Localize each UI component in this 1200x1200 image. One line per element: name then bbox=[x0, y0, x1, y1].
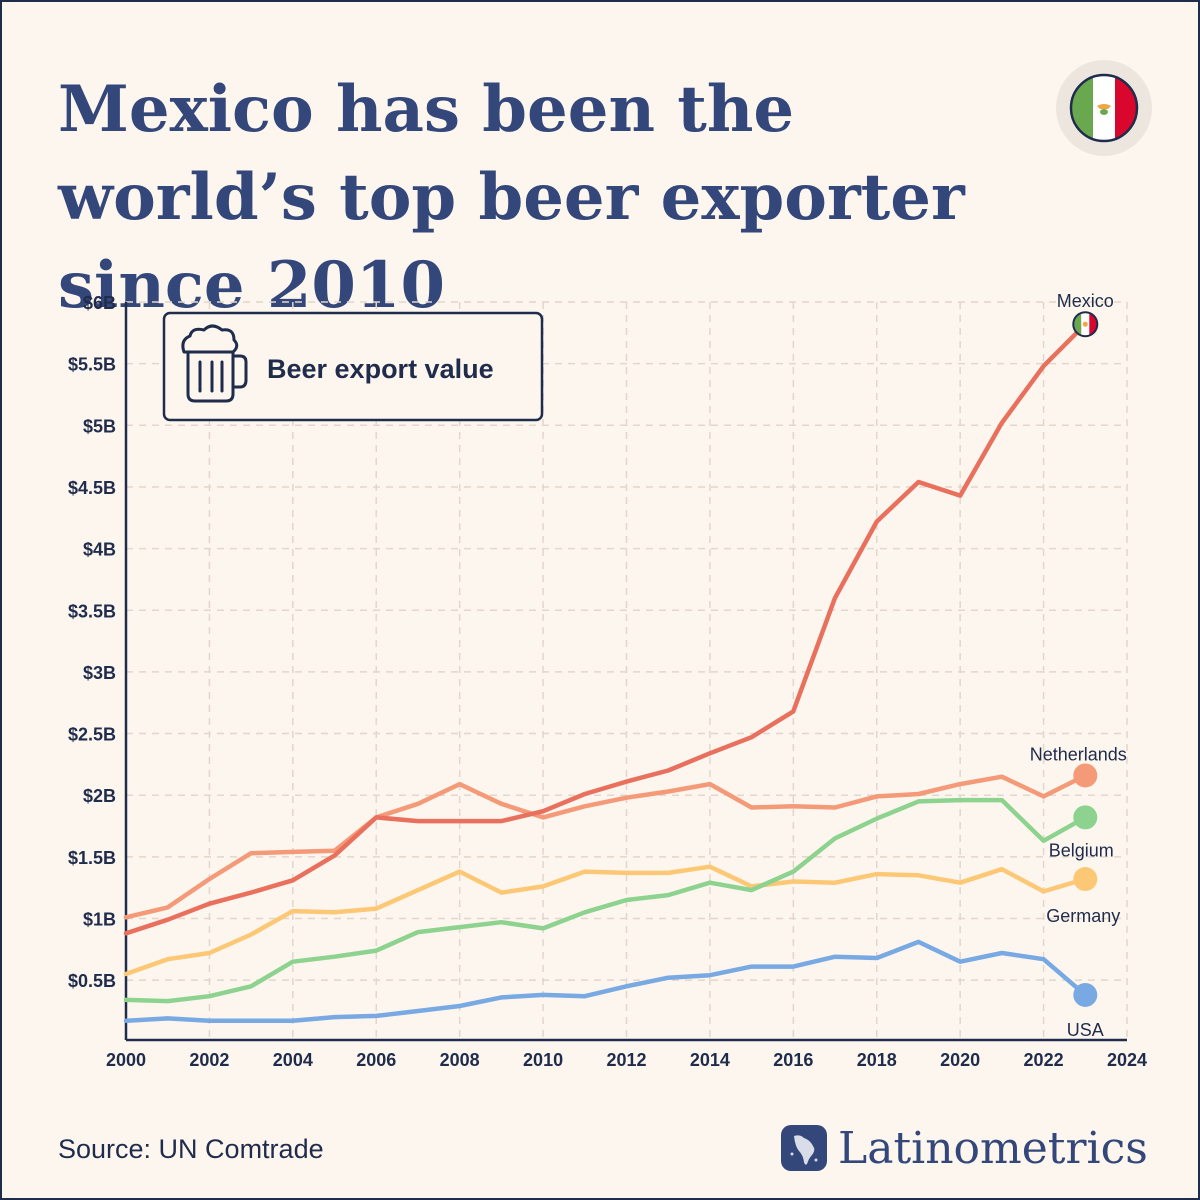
source-note: Source: UN Comtrade bbox=[58, 1134, 324, 1164]
y-tick-label: $3B bbox=[83, 663, 116, 683]
y-tick-label: $2B bbox=[83, 786, 116, 806]
y-tick-label: $5B bbox=[83, 416, 116, 436]
y-tick-label: $1B bbox=[83, 910, 116, 930]
y-tick-label: $2.5B bbox=[68, 725, 116, 745]
x-tick-label: 2006 bbox=[356, 1050, 396, 1070]
x-tick-labels: 2000 2002 2004 2006 2008 2010 2012 2014 2016 2018… bbox=[106, 1050, 1147, 1070]
y-tick-label: $1.5B bbox=[68, 848, 116, 868]
y-tick-label: $6B bbox=[83, 293, 116, 313]
series-lines bbox=[123, 321, 1088, 1024]
series-line-germany bbox=[123, 864, 1088, 977]
legend-box-label: Beer export value bbox=[267, 354, 494, 384]
beer-mug-icon bbox=[181, 324, 248, 403]
series-label-netherlands: Netherlands bbox=[1030, 744, 1127, 764]
series-line-usa bbox=[123, 939, 1088, 1024]
series-line-mexico bbox=[123, 321, 1088, 936]
flag-badge bbox=[1056, 60, 1152, 156]
x-tick-label: 2002 bbox=[189, 1050, 229, 1070]
series-end-markers: Mexico Netherlands Belgium Germany USA bbox=[1030, 291, 1127, 1040]
y-tick-label: $0.5B bbox=[68, 971, 116, 991]
page-title: Mexico has been the world’s top beer exp… bbox=[58, 72, 965, 323]
x-tick-label: 2012 bbox=[606, 1050, 646, 1070]
series-end-marker-belgium bbox=[1073, 805, 1098, 830]
x-tick-label: 2000 bbox=[106, 1050, 146, 1070]
x-tick-label: 2024 bbox=[1107, 1050, 1147, 1070]
x-tick-label: 2018 bbox=[857, 1050, 897, 1070]
y-tick-label: $5.5B bbox=[68, 355, 116, 375]
mexico-flag-marker bbox=[1072, 311, 1099, 338]
latam-map-logo-icon bbox=[781, 1125, 827, 1171]
x-tick-label: 2020 bbox=[940, 1050, 980, 1070]
series-end-marker-germany bbox=[1073, 867, 1098, 892]
y-tick-labels: $0.5B $1B $1.5B $2B $2.5B $3B $3.5B $4B $4.5B $5B… bbox=[68, 293, 116, 991]
x-tick-label: 2014 bbox=[690, 1050, 730, 1070]
y-tick-label: $3.5B bbox=[68, 601, 116, 621]
x-tick-label: 2016 bbox=[773, 1050, 813, 1070]
series-end-marker-usa bbox=[1073, 982, 1098, 1007]
x-tick-label: 2008 bbox=[440, 1050, 480, 1070]
chart-grid bbox=[125, 301, 1128, 1040]
x-tick-label: 2004 bbox=[273, 1050, 313, 1070]
legend-box: Beer export value bbox=[162, 311, 544, 422]
series-label-belgium: Belgium bbox=[1049, 840, 1114, 860]
brand: Latinometrics bbox=[780, 1118, 1148, 1178]
y-tick-label: $4B bbox=[83, 540, 116, 560]
series-line-belgium bbox=[123, 797, 1088, 1004]
series-end-marker-netherlands bbox=[1073, 763, 1098, 788]
mexico-flag-icon bbox=[1069, 73, 1139, 143]
x-tick-label: 2010 bbox=[523, 1050, 563, 1070]
series-label-germany: Germany bbox=[1046, 906, 1120, 926]
series-line-netherlands bbox=[123, 773, 1088, 920]
brand-name: Latinometrics bbox=[838, 1122, 1148, 1174]
y-tick-label: $4.5B bbox=[68, 478, 116, 498]
x-tick-label: 2022 bbox=[1024, 1050, 1064, 1070]
series-label-mexico: Mexico bbox=[1057, 291, 1114, 311]
series-label-usa: USA bbox=[1067, 1020, 1104, 1040]
